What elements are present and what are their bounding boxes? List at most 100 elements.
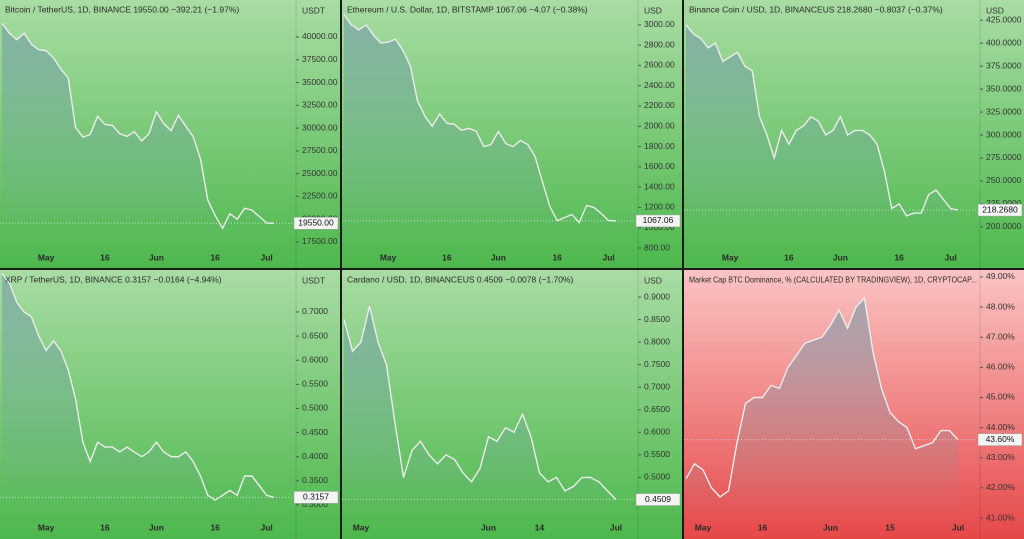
chart-title: Cardano / USD, 1D, BINANCEUS 0.4509 −0.0…	[347, 274, 573, 284]
last-price-label: 218.2680	[982, 204, 1018, 214]
area-fill	[686, 24, 958, 248]
y-tick-label: 27500.00	[302, 145, 338, 155]
chart-title: Ethereum / U.S. Dollar, 1D, BITSTAMP 106…	[347, 4, 588, 14]
y-tick-label: 0.5000	[644, 472, 670, 482]
x-tick-label: 14	[535, 522, 545, 532]
y-tick-label: 0.6500	[302, 330, 328, 340]
y-tick-label: 225.0000	[986, 198, 1022, 208]
y-tick-label: 0.8000	[644, 336, 670, 346]
y-tick-label: 2000.00	[644, 121, 675, 131]
chart-panel: 200.0000 225.0000 250.0000 275.0000 300.0000…	[684, 0, 1024, 268]
x-tick-label: Jun	[491, 252, 506, 262]
x-tick-label: May	[695, 522, 712, 532]
price-line	[1, 22, 275, 230]
y-tick-label: 375.0000	[986, 60, 1022, 70]
x-tick-label: Jul	[261, 252, 273, 262]
y-tick-label: 37500.00	[302, 54, 338, 64]
x-tick-label: Jun	[823, 522, 838, 532]
y-tick-label: 46.00%	[986, 362, 1015, 372]
last-price-label: 43.60%	[986, 434, 1015, 444]
x-tick-label: Jun	[481, 522, 496, 532]
y-tick-label: 40000.00	[302, 31, 338, 41]
price-line	[343, 14, 617, 224]
y-tick-label: 30000.00	[302, 122, 338, 132]
x-tick-label: May	[353, 522, 370, 532]
y-tick-label: 1200.00	[644, 202, 675, 212]
y-tick-label: 1800.00	[644, 141, 675, 151]
y-tick-label: 0.4500	[302, 427, 328, 437]
last-price-tag	[977, 433, 1023, 446]
y-tick-label: 48.00%	[986, 301, 1015, 311]
y-tick-label: 325.0000	[986, 106, 1022, 116]
area-fill	[686, 298, 958, 518]
currency-label: USD	[986, 5, 1004, 15]
x-tick-label: Jul	[952, 522, 964, 532]
y-tick-label: 400.0000	[986, 37, 1022, 47]
y-tick-label: 200.0000	[986, 221, 1022, 231]
x-tick-label: Jul	[945, 252, 957, 262]
x-tick-label: Jun	[149, 522, 164, 532]
y-tick-label: 2400.00	[644, 80, 675, 90]
chart-panel: 800.001000.001200.001400.001600.001800.0…	[342, 0, 682, 268]
x-tick-label: 16	[100, 252, 110, 262]
y-tick-label: 425.0000	[986, 14, 1022, 24]
y-tick-label: 275.0000	[986, 152, 1022, 162]
y-tick-label: 2200.00	[644, 100, 675, 110]
area-fill	[2, 273, 274, 518]
last-price-label: 19550.00	[298, 218, 334, 228]
price-line	[685, 24, 959, 217]
y-tick-label: 17500.00	[302, 236, 338, 246]
y-tick-label: 0.5000	[302, 403, 328, 413]
x-tick-label: 15	[885, 522, 895, 532]
currency-label: USDT	[302, 275, 325, 285]
y-tick-label: 0.7500	[644, 359, 670, 369]
currency-label: USD	[644, 275, 662, 285]
y-tick-label: 0.6000	[302, 354, 328, 364]
area-fill	[344, 306, 616, 518]
x-tick-label: Jun	[833, 252, 848, 262]
y-tick-label: 49.00%	[986, 271, 1015, 281]
chart-panel: 0.5000 0.5500 0.6000 0.6500 0.7000 0.7500 0.80…	[342, 270, 682, 539]
y-tick-label: 2800.00	[644, 39, 675, 49]
x-tick-label: May	[722, 252, 739, 262]
y-tick-label: 0.6000	[644, 427, 670, 437]
x-tick-label: Jul	[261, 522, 273, 532]
price-line	[1, 272, 275, 501]
y-tick-label: 250.0000	[986, 175, 1022, 185]
y-tick-label: 0.5500	[302, 379, 328, 389]
y-tick-label: 0.6500	[644, 404, 670, 414]
chart-title: Market Cap BTC Dominance, % (CALCULATED …	[689, 274, 977, 284]
y-tick-label: 35000.00	[302, 77, 338, 87]
price-line	[685, 296, 959, 498]
chart-title: XRP / TetherUS, 1D, BINANCE 0.3157 −0.01…	[5, 274, 222, 284]
x-tick-label: Jul	[603, 252, 615, 262]
last-price-label: 1067.06	[643, 215, 674, 225]
y-tick-label: 41.00%	[986, 512, 1015, 522]
y-tick-label: 0.7000	[644, 381, 670, 391]
y-tick-label: 1600.00	[644, 161, 675, 171]
x-tick-label: May	[38, 522, 55, 532]
x-tick-label: May	[380, 252, 397, 262]
y-tick-label: 0.4000	[302, 451, 328, 461]
y-tick-label: 0.9000	[644, 291, 670, 301]
y-tick-label: 25000.00	[302, 168, 338, 178]
last-price-tag	[635, 493, 681, 506]
y-tick-label: 300.0000	[986, 129, 1022, 139]
last-price-label: 0.4509	[645, 494, 671, 504]
currency-label: USD	[644, 5, 662, 15]
y-tick-label: 32500.00	[302, 100, 338, 110]
y-tick-label: 0.8500	[644, 314, 670, 324]
chart-panel: 17500.0020000.0022500.0025000.0027500.00…	[0, 0, 340, 268]
y-tick-label: 44.00%	[986, 422, 1015, 432]
last-price-tag	[977, 203, 1023, 217]
y-tick-label: 0.3500	[302, 475, 328, 485]
x-tick-label: 16	[894, 252, 904, 262]
currency-label: USDT	[302, 5, 325, 15]
chart-panel: 41.00% 42.00% 43.00% 44.00% 45.00% 46.00% 47.0…	[684, 270, 1024, 539]
chart-title: Binance Coin / USD, 1D, BINANCEUS 218.26…	[689, 4, 943, 14]
y-tick-label: 3000.00	[644, 19, 675, 29]
y-tick-label: 45.00%	[986, 392, 1015, 402]
y-tick-label: 0.5500	[644, 449, 670, 459]
y-tick-label: 0.3000	[302, 499, 328, 509]
